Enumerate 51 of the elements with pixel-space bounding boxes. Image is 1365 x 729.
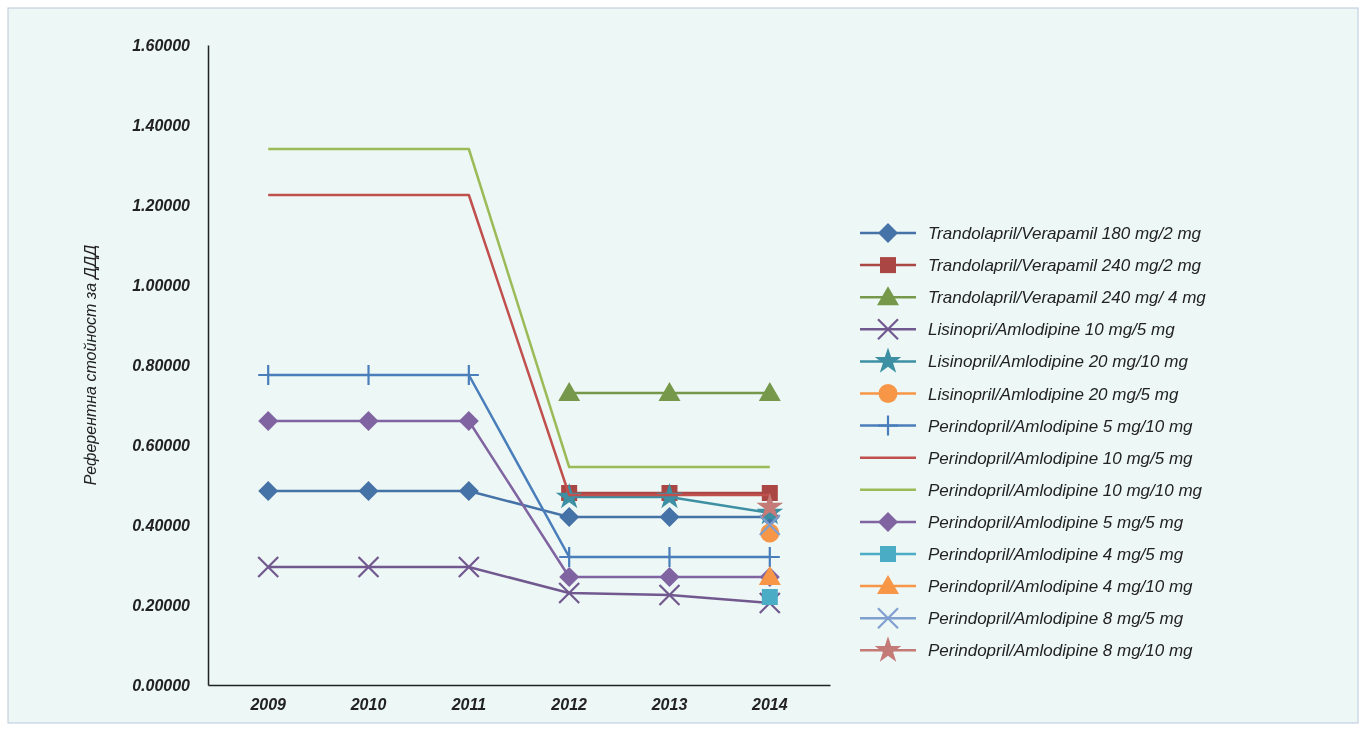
point — [558, 581, 581, 605]
point — [357, 555, 380, 579]
legend-label: Trandolapril/Verapamil 240 mg/ 4 mg — [928, 288, 1207, 308]
point — [558, 382, 581, 401]
legend-label: Lisinopril/Amlodipine 20 mg/10 mg — [928, 352, 1189, 372]
y-tick-label: 1.40000 — [132, 116, 191, 134]
point — [758, 513, 781, 537]
y-tick-label: 1.60000 — [132, 36, 191, 54]
legend-label: Perindopril/Amlodipine 5 mg/10 mg — [928, 416, 1194, 436]
legend-label: Lisinopril/Amlodipine 20 mg/5 mg — [928, 384, 1179, 404]
y-axis-title: Референтна стойност за ДДД — [82, 244, 99, 486]
legend-label: Trandolapril/Verapamil 240 mg/2 mg — [928, 256, 1202, 276]
y-tick-label: 0.00000 — [132, 676, 191, 694]
y-tick-label: 0.60000 — [132, 436, 191, 454]
legend-label: Perindopril/Amlodipine 8 mg/10 mg — [928, 641, 1194, 661]
point — [559, 567, 580, 587]
point — [257, 555, 280, 579]
y-tick-label: 1.00000 — [132, 276, 191, 294]
x-tick-label: 2013 — [650, 696, 688, 714]
point — [457, 555, 480, 579]
point — [761, 589, 778, 605]
y-tick-label: 0.40000 — [132, 516, 191, 534]
legend-label: Perindopril/Amlodipine 8 mg/5 mg — [928, 609, 1184, 629]
y-tick-label: 1.20000 — [132, 196, 191, 214]
y-tick-label: 0.20000 — [132, 596, 191, 614]
point — [659, 507, 680, 527]
point — [258, 411, 279, 431]
point — [358, 411, 379, 431]
point — [258, 481, 279, 501]
point — [758, 382, 781, 401]
legend-label: Perindopril/Amlodipine 4 mg/5 mg — [928, 545, 1184, 564]
point — [458, 481, 479, 501]
legend-label: Perindopril/Amlodipine 10 mg/10 mg — [928, 480, 1203, 500]
point — [559, 507, 580, 527]
point — [658, 382, 681, 401]
x-tick-label: 2012 — [550, 696, 588, 714]
point — [658, 583, 681, 607]
y-tick-label: 0.80000 — [132, 356, 191, 374]
legend-label: Perindopril/Amlodipine 10 mg/5 mg — [928, 448, 1194, 468]
legend-label: Lisinopri/Amlodipine 10 mg/5 mg — [928, 320, 1176, 340]
legend-label: Trandolapril/Verapamil 180 mg/2 mg — [928, 224, 1202, 243]
point — [659, 567, 680, 587]
x-tick-label: 2014 — [751, 696, 788, 714]
x-tick-label: 2011 — [450, 696, 487, 714]
legend-label: Perindopril/Amlodipine 5 mg/5 mg — [928, 512, 1184, 532]
point — [756, 493, 784, 519]
point — [358, 481, 379, 501]
point — [458, 411, 479, 431]
x-tick-label: 2010 — [349, 696, 387, 714]
x-tick-label: 2009 — [249, 696, 287, 714]
legend-label: Perindopril/Amlodipine 4 mg/10 mg — [928, 577, 1194, 597]
